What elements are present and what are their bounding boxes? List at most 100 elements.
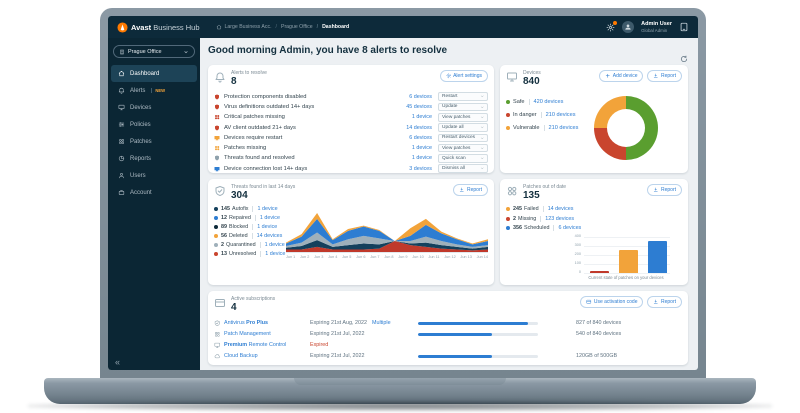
x-axis-label: Jun 12 [444,254,456,259]
page-title: Good morning Admin, you have 8 alerts to… [208,45,448,56]
sidebar-collapse-button[interactable]: « [115,357,121,367]
alert-devices-link[interactable]: 1 device [411,155,432,162]
gridline [584,272,670,274]
patch-icon [214,114,220,120]
alert-row: Patches missing 1 device View patches [214,143,488,153]
y-axis-label: 400 [574,233,581,238]
deleted-devices-link[interactable]: 14 devices [256,233,283,239]
sidebar-item-dashboard[interactable]: Dashboard [111,65,197,82]
legend-label: Vulnerable [513,125,540,131]
alert-devices-link[interactable]: 6 devices [409,93,432,100]
bell-icon [118,87,125,94]
devices-count: 840 [523,76,540,87]
blocked-devices-link[interactable]: 1 device [257,224,278,230]
patches-bar-chart: 0 100 200 300 400 Current state of patches o… [570,233,682,280]
alert-action-dropdown[interactable]: Restart [438,92,488,101]
sidebar-item-patches[interactable]: Patches [111,133,197,150]
breadcrumb-site[interactable]: Prague Office [272,24,313,30]
alert-action-dropdown[interactable]: View patches [438,112,488,122]
alert-label: Devices require restart [224,134,283,141]
button-label: Alert settings [453,73,482,79]
repaired-devices-link[interactable]: 1 device [259,215,280,221]
download-icon [653,187,659,193]
button-label: Report [466,187,482,193]
progress-fill [418,354,493,358]
x-axis-label: Jun 5 [342,254,352,259]
alert-label: AV client outdated 21+ days [224,124,296,131]
shield-icon [214,155,220,161]
expiry-date: Expiring 21st Jul, 2022 [310,353,365,359]
subscription-name-link[interactable]: Patch Management [224,331,310,337]
in-danger-devices-link[interactable]: 210 devices [545,112,576,118]
scheduled-devices-link[interactable]: 6 devices [558,225,582,232]
unresolved-devices-link[interactable]: 1 device [265,251,286,257]
sidebar-item-devices[interactable]: Devices [111,99,197,116]
autofix-devices-link[interactable]: 1 device [257,206,278,212]
quarantined-devices-link[interactable]: 1 device [264,242,285,248]
alert-devices-link[interactable]: 6 devices [409,134,432,141]
settings-button[interactable] [606,21,618,32]
alert-settings-button[interactable]: Alert settings [439,70,488,82]
divider [553,225,555,232]
alert-action-dropdown[interactable]: Dismiss all [438,164,488,174]
user-menu[interactable]: Admin User Global Admin [641,21,672,33]
download-icon [459,187,465,193]
sidebar-item-policies[interactable]: Policies [111,116,197,133]
briefcase-icon [118,189,125,196]
alerts-card: Alerts to resolve 8 Alert settings [208,65,494,174]
safe-devices-link[interactable]: 420 devices [533,99,564,105]
subscription-name-link[interactable]: Cloud Backup [224,353,310,359]
legend-label: Unresolved [229,251,257,257]
subscription-name-link[interactable]: Antivirus Pro Plus [224,320,310,326]
expiry-date: Expiring 21st Jul, 2022 [310,331,365,337]
alert-devices-link[interactable]: 14 devices [406,124,432,131]
vulnerable-devices-link[interactable]: 210 devices [548,125,579,131]
patches-report-button[interactable]: Report [647,184,682,196]
alert-action-dropdown[interactable]: Update [438,102,488,112]
subscription-row-antivirus: Antivirus Pro Plus Expiring 21st Aug, 20… [214,318,682,329]
user-role: Global Admin [641,27,668,33]
threats-count: 304 [231,190,248,201]
sidebar-item-users[interactable]: Users [111,167,197,184]
subscriptions-report-button[interactable]: Report [647,296,682,308]
legend-item-deleted: 56 Deleted 14 devices [214,232,285,241]
legend-dot [506,126,510,130]
sidebar-item-label: Policies [130,121,151,128]
alert-devices-link[interactable]: 3 devices [409,165,432,172]
card-title: Alerts to resolve [231,70,267,76]
legend-dot [506,216,510,221]
sidebar-item-account[interactable]: Account [111,184,197,201]
alert-action-dropdown[interactable]: Quick scan [438,154,488,163]
breadcrumb-account[interactable]: Large Business Acc. [224,24,272,30]
legend-label: Repaired [229,215,251,221]
site-selector[interactable]: Prague Office [113,45,195,58]
sidebar-item-reports[interactable]: Reports [111,150,197,167]
legend-label: Safe [513,99,525,105]
use-activation-code-button[interactable]: Use activation code [580,296,644,308]
subscription-name-link[interactable]: Premium Remote Control [224,342,310,348]
alert-devices-link[interactable]: 1 device [411,145,432,152]
brand-logo[interactable]: Avast Business Hub [117,22,200,33]
sidebar-item-alerts[interactable]: Alerts NEW [111,82,197,99]
name-part: Patch Management [224,331,271,337]
failed-devices-link[interactable]: 14 devices [547,206,574,213]
alert-label: Virus definitions outdated 14+ days [224,103,315,110]
card-title: Active subscriptions [231,296,276,302]
chart-caption: Current state of patches on your devices [588,275,664,280]
add-device-button[interactable]: Add device [599,70,644,82]
chevron-down-icon [480,115,485,120]
alert-devices-link[interactable]: 1 device [411,114,432,121]
threats-report-button[interactable]: Report [453,184,488,196]
alert-action-dropdown[interactable]: Update all [438,123,488,132]
refresh-button[interactable] [680,55,688,63]
missing-devices-link[interactable]: 123 devices [545,215,575,222]
devices-report-button[interactable]: Report [647,70,682,82]
alert-action-dropdown[interactable]: View patches [438,143,488,153]
multiple-link[interactable]: Multiple [372,320,391,326]
avatar[interactable] [622,21,635,33]
monitor-icon [214,135,220,141]
alert-devices-link[interactable]: 45 devices [406,103,432,110]
console-switcher-button[interactable] [679,22,689,32]
alert-action-dropdown[interactable]: Restart devices [438,133,488,143]
legend-item-quarantined: 2 Quarantined 1 device [214,241,285,250]
